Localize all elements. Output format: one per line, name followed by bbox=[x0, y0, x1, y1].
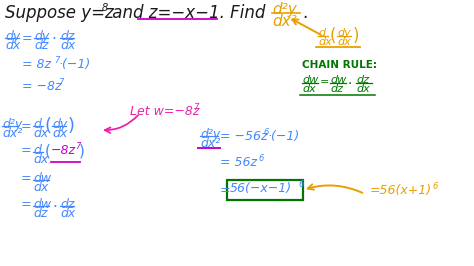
Text: =: = bbox=[21, 198, 32, 211]
Text: 6: 6 bbox=[258, 154, 264, 163]
Text: 7: 7 bbox=[75, 142, 81, 151]
Text: Suppose y=z: Suppose y=z bbox=[5, 4, 114, 22]
Text: dy: dy bbox=[34, 30, 49, 43]
Text: 6: 6 bbox=[432, 182, 438, 191]
Text: =: = bbox=[220, 184, 231, 197]
Text: 7: 7 bbox=[58, 78, 64, 87]
Text: d: d bbox=[33, 118, 41, 131]
Text: dx: dx bbox=[60, 207, 75, 220]
Text: dw: dw bbox=[33, 172, 51, 185]
Text: −8z: −8z bbox=[51, 144, 76, 157]
Text: dz: dz bbox=[33, 207, 47, 220]
Text: ·(−1): ·(−1) bbox=[268, 130, 300, 143]
Text: d²y: d²y bbox=[2, 118, 22, 131]
Text: dy: dy bbox=[337, 28, 351, 38]
Text: =: = bbox=[21, 144, 32, 157]
Text: ): ) bbox=[353, 27, 359, 45]
Text: ): ) bbox=[68, 117, 75, 135]
Text: 8: 8 bbox=[102, 3, 108, 13]
Text: = 56z: = 56z bbox=[220, 156, 257, 169]
Text: dx²: dx² bbox=[2, 127, 22, 140]
Text: dw: dw bbox=[302, 75, 318, 85]
Text: dw: dw bbox=[330, 75, 346, 85]
Text: ·: · bbox=[51, 32, 56, 47]
Text: ·: · bbox=[52, 200, 57, 215]
Text: dx: dx bbox=[302, 84, 316, 94]
Text: dx²: dx² bbox=[272, 14, 297, 29]
Text: CHAIN RULE:: CHAIN RULE: bbox=[302, 60, 377, 70]
Text: dx: dx bbox=[5, 39, 20, 52]
Text: =: = bbox=[21, 120, 32, 133]
Text: dx: dx bbox=[33, 153, 48, 166]
Text: .: . bbox=[302, 4, 307, 22]
Text: 7: 7 bbox=[193, 103, 199, 112]
Text: (: ( bbox=[330, 27, 337, 45]
Text: dw: dw bbox=[33, 198, 51, 211]
Text: dx: dx bbox=[52, 127, 67, 140]
Text: 56(−x−1): 56(−x−1) bbox=[230, 182, 292, 195]
Text: dy: dy bbox=[5, 30, 20, 43]
Text: ·: · bbox=[348, 77, 352, 91]
Text: and z=−x−1. Find: and z=−x−1. Find bbox=[107, 4, 265, 22]
Text: dz: dz bbox=[60, 30, 74, 43]
Text: = 8z: = 8z bbox=[22, 58, 51, 71]
Text: dx²: dx² bbox=[200, 137, 220, 150]
Text: dy: dy bbox=[52, 118, 67, 131]
Text: 7: 7 bbox=[54, 56, 59, 65]
Text: =56(x+1): =56(x+1) bbox=[370, 184, 432, 197]
Text: (: ( bbox=[45, 117, 52, 135]
Text: =: = bbox=[21, 172, 32, 185]
Text: dz: dz bbox=[34, 39, 48, 52]
Text: dz: dz bbox=[60, 198, 74, 211]
Text: ): ) bbox=[79, 144, 85, 159]
Text: 6: 6 bbox=[263, 128, 268, 137]
Text: dx: dx bbox=[337, 37, 351, 47]
Text: (: ( bbox=[45, 143, 51, 158]
Bar bbox=[227, 180, 303, 200]
Text: 6: 6 bbox=[298, 180, 303, 189]
Text: Let w=−8z: Let w=−8z bbox=[130, 105, 200, 118]
Text: dx: dx bbox=[33, 181, 48, 194]
Text: d²y: d²y bbox=[200, 128, 220, 141]
Text: dz: dz bbox=[356, 75, 369, 85]
Text: d: d bbox=[318, 28, 325, 38]
Text: dz: dz bbox=[330, 84, 343, 94]
Text: d²y: d²y bbox=[272, 2, 297, 17]
Text: dx: dx bbox=[60, 39, 75, 52]
Text: =: = bbox=[22, 32, 33, 45]
Text: dx: dx bbox=[33, 127, 48, 140]
Text: dx: dx bbox=[318, 37, 332, 47]
Text: = −56z: = −56z bbox=[220, 130, 267, 143]
Text: =: = bbox=[320, 77, 329, 87]
Text: ·(−1): ·(−1) bbox=[59, 58, 91, 71]
Text: = −8z: = −8z bbox=[22, 80, 62, 93]
Text: dx: dx bbox=[356, 84, 370, 94]
Text: d: d bbox=[33, 144, 41, 157]
